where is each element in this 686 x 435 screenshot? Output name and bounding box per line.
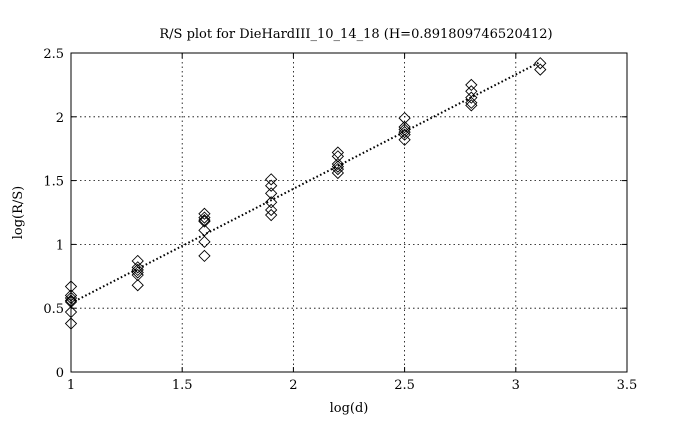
data-point-diamond <box>465 99 478 112</box>
data-point-diamond <box>265 208 278 222</box>
data-point-diamond <box>265 173 278 186</box>
data-point-diamond <box>64 295 78 308</box>
y-tick-label: 1 <box>56 238 64 253</box>
y-tick-label: 1.5 <box>43 175 64 190</box>
y-tick-label: 0 <box>56 366 64 381</box>
data-point-diamond <box>198 235 211 248</box>
y-tick-label: 0.5 <box>43 302 64 317</box>
data-point-diamond <box>398 133 411 146</box>
data-point-diamond <box>265 203 278 217</box>
y-axis-label: log(R/S) <box>11 186 26 240</box>
x-tick-label: 2 <box>289 378 297 393</box>
x-tick-labels: 1 1.5 2 2.5 3 3.5 <box>67 378 637 393</box>
data-point-diamond <box>131 261 144 274</box>
data-point-diamond <box>331 146 345 159</box>
data-point-diamond <box>198 211 211 224</box>
data-point-diamond <box>534 57 547 70</box>
x-tick-label: 3 <box>512 378 520 393</box>
data-point-diamond <box>198 215 211 228</box>
chart-title: R/S plot for DieHardIII_10_14_18 (H=0.89… <box>159 27 552 42</box>
data-point-diamond <box>265 187 278 200</box>
data-point-diamond <box>198 207 211 220</box>
data-point-diamond <box>465 85 478 98</box>
y-tick-labels: 0 0.5 1 1.5 2 2.5 <box>43 47 64 381</box>
x-tick-label: 2.5 <box>394 378 415 393</box>
data-point-diamond <box>331 157 345 171</box>
data-point-diamond <box>465 78 478 92</box>
data-points <box>64 57 547 330</box>
data-point-diamond <box>64 317 78 330</box>
x-axis-label: log(d) <box>330 401 369 416</box>
data-point-diamond <box>465 96 478 109</box>
data-point-diamond <box>331 162 345 176</box>
data-point-diamond <box>465 91 478 104</box>
x-tick-label: 3.5 <box>617 378 638 393</box>
y-tick-label: 2.5 <box>43 47 64 62</box>
x-tick-label: 1.5 <box>172 378 193 393</box>
data-point-diamond <box>534 63 547 76</box>
data-point-diamond <box>198 249 211 263</box>
data-point-diamond <box>398 120 411 134</box>
data-point-diamond <box>331 160 345 173</box>
data-point-diamond <box>198 214 211 227</box>
data-point-diamond <box>64 291 78 305</box>
grid <box>71 53 627 372</box>
data-point-diamond <box>398 128 411 141</box>
data-point-diamond <box>64 289 78 302</box>
data-point-diamond <box>265 179 278 192</box>
data-point-diamond <box>331 166 345 180</box>
data-point-diamond <box>398 123 411 136</box>
data-point-diamond <box>131 266 144 279</box>
data-point-diamond <box>331 150 345 163</box>
data-point-diamond <box>131 279 144 292</box>
data-point-diamond <box>265 196 278 209</box>
plot-frame <box>70 52 628 373</box>
data-point-diamond <box>398 125 411 139</box>
x-tick-label: 1 <box>67 378 75 393</box>
data-point-diamond <box>131 268 144 282</box>
axis-ticks <box>70 52 628 373</box>
y-tick-label: 2 <box>56 111 64 126</box>
data-point-diamond <box>131 263 144 277</box>
